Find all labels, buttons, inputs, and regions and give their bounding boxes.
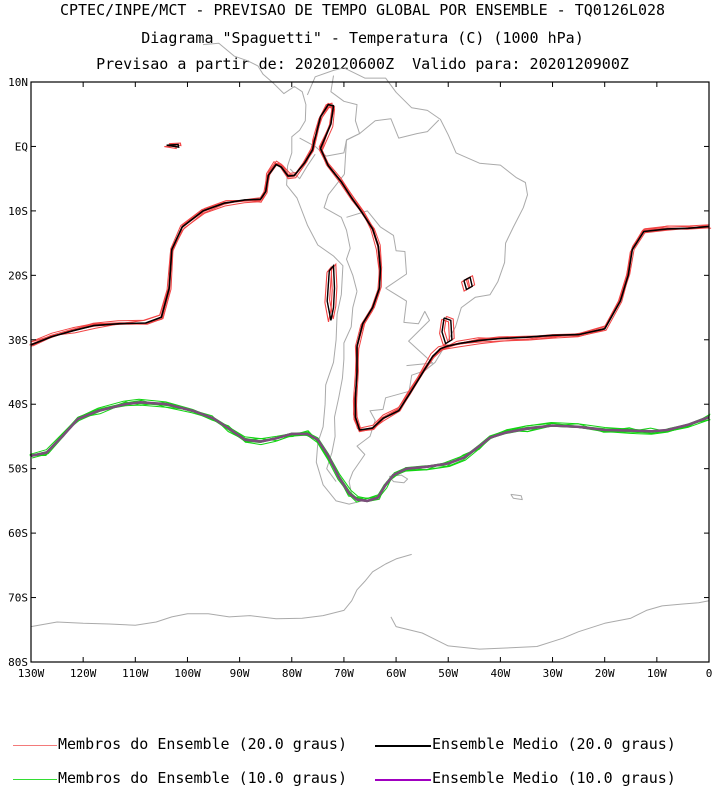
coastline-layer <box>30 42 710 650</box>
member-contour-10-1 <box>31 401 709 503</box>
member-contour-20-1 <box>30 104 710 431</box>
lon-tick-label: 60W <box>386 667 406 680</box>
member-contour-20-6 <box>32 106 710 433</box>
legend-label-mean-10: Ensemble Medio (10.0 graus) <box>432 769 676 787</box>
lon-tick-label: 110W <box>122 667 149 680</box>
lon-tick-label: 40W <box>490 667 510 680</box>
peru-bolivia-boundary <box>323 173 358 292</box>
legend-line-mean-10 <box>375 779 431 781</box>
member-contour-20-7 <box>30 106 709 429</box>
lat-tick-label: EQ <box>15 140 28 153</box>
lat-tick-label: 10S <box>8 205 28 218</box>
lon-tick-label: 50W <box>438 667 458 680</box>
title-line-1: CPTEC/INPE/MCT - PREVISAO DE TEMPO GLOBA… <box>59 1 666 19</box>
ensemble-mean-contour-20 <box>30 103 710 431</box>
member-contour-20-5 <box>29 102 709 432</box>
brazil-boundary <box>343 118 440 175</box>
lon-tick-label: 80W <box>282 667 302 680</box>
argentina-chile-boundary <box>326 291 358 482</box>
member-contour-20-4 <box>30 105 708 432</box>
map-frame <box>30 81 710 663</box>
falkland-islands <box>388 474 409 484</box>
legend-line-members-20 <box>13 745 57 746</box>
bolivia-brazil-boundary <box>346 210 407 289</box>
paraguay-uruguay-boundaries <box>385 287 434 367</box>
ensemble-loop-uruguay-mean <box>441 317 453 345</box>
legend-label-mean-20: Ensemble Medio (20.0 graus) <box>432 735 676 753</box>
ensemble-loop-pacific-mean <box>166 143 180 148</box>
member-contour-20-2 <box>30 104 710 431</box>
south-georgia <box>510 493 523 501</box>
member-contour-10-4 <box>30 404 711 499</box>
lat-tick-label: 30S <box>8 334 28 347</box>
lon-tick-label: 10W <box>647 667 667 680</box>
lon-tick-label: 120W <box>70 667 97 680</box>
legend-line-mean-20 <box>375 745 431 747</box>
title-line-3: Previsao a partir de: 2020120600Z Valido… <box>96 55 629 73</box>
lon-tick-label: 100W <box>174 667 201 680</box>
weddell-sea-coast <box>390 600 710 650</box>
ensemble-loop-altiplano-mean <box>326 263 336 321</box>
legend-line-members-10 <box>13 779 57 780</box>
lat-tick-label: 10N <box>8 76 28 89</box>
lat-tick-label: 80S <box>8 656 28 669</box>
lat-tick-label: 40S <box>8 398 28 411</box>
member-contour-20-3 <box>30 104 710 432</box>
member-contour-10-6 <box>29 399 711 503</box>
lon-tick-label: 130W <box>18 667 45 680</box>
member-contour-10-8 <box>31 402 709 502</box>
lon-tick-label: 30W <box>543 667 563 680</box>
ensemble-loop-altiplano-member-3 <box>329 262 338 320</box>
contour-layer <box>29 102 712 503</box>
member-contour-20-8 <box>30 104 710 432</box>
antarctic-peninsula-coast <box>30 553 412 628</box>
title-line-2: Diagrama "Spaguetti" - Temperatura (C) (… <box>141 29 584 47</box>
member-contour-10-7 <box>31 398 709 499</box>
member-contour-10-10 <box>30 401 710 501</box>
member-contour-20-10 <box>30 104 710 431</box>
ensemble-mean-contour-10 <box>30 401 710 503</box>
legend-label-members-10: Membros do Ensemble (10.0 graus) <box>58 769 347 787</box>
member-contour-10-5 <box>31 403 709 502</box>
lon-tick-label: 0 <box>706 667 713 680</box>
lon-tick-label: 20W <box>595 667 615 680</box>
lat-tick-label: 60S <box>8 527 28 540</box>
lat-tick-label: 70S <box>8 592 28 605</box>
south-america-coast-outline <box>203 42 528 505</box>
member-contour-10-9 <box>31 401 709 502</box>
ensemble-loop-southern-brazil-mean <box>463 276 474 291</box>
lat-tick-label: 50S <box>8 463 28 476</box>
lat-tick-label: 20S <box>8 269 28 282</box>
lon-tick-label: 70W <box>334 667 354 680</box>
lon-tick-label: 90W <box>230 667 250 680</box>
legend-label-members-20: Membros do Ensemble (20.0 graus) <box>58 735 347 753</box>
colombia-venezuela-boundary <box>299 75 361 157</box>
member-contour-20-9 <box>30 102 712 431</box>
member-contour-10-2 <box>29 401 711 502</box>
member-contour-10-3 <box>31 401 709 502</box>
